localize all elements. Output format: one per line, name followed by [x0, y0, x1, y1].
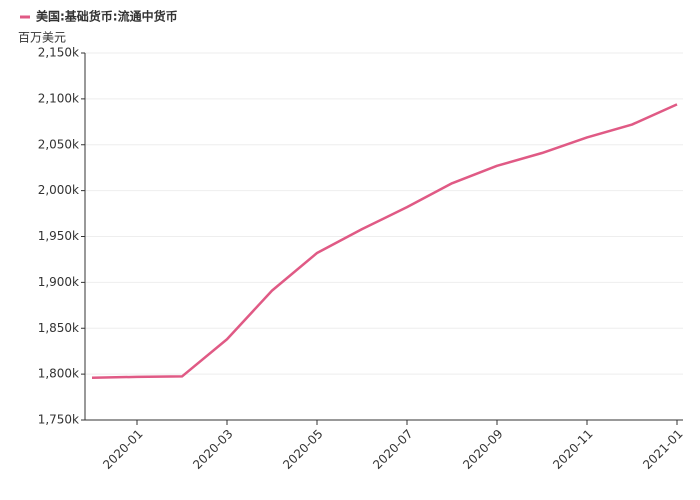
y-tick-label: 1,850k	[38, 321, 79, 335]
legend-label: 美国:基础货币:流通中货币	[36, 9, 178, 24]
y-tick-label: 2,100k	[38, 91, 79, 105]
y-unit: 百万美元	[18, 31, 66, 45]
y-tick-label: 1,800k	[38, 367, 79, 381]
y-tick-label: 2,150k	[38, 46, 79, 60]
y-tick-label: 2,000k	[38, 183, 79, 197]
y-tick-label: 2,050k	[38, 137, 79, 151]
x-tick-label: 2020-01	[100, 427, 145, 472]
x-tick-label: 2020-07	[370, 427, 415, 472]
x-tick-label: 2020-03	[190, 427, 235, 472]
y-tick-label: 1,950k	[38, 229, 79, 243]
x-tick-label: 2020-05	[280, 427, 325, 472]
x-tick-label: 2021-01	[640, 427, 685, 472]
x-tick-label: 2020-11	[550, 427, 595, 472]
line-series	[91, 103, 678, 380]
y-tick-label: 1,900k	[38, 275, 79, 289]
x-tick-label: 2020-09	[460, 427, 505, 472]
y-tick-label: 1,750k	[38, 413, 79, 427]
